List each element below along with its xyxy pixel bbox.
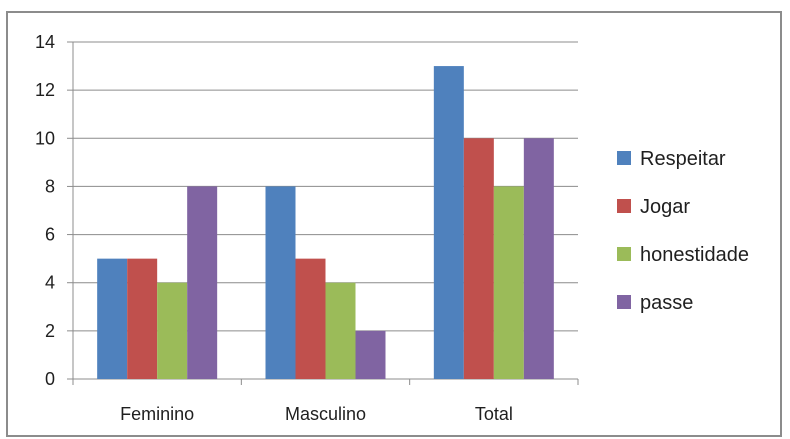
y-tick-label: 8	[45, 176, 55, 196]
legend-swatch-respeitar	[617, 151, 631, 165]
legend-label-jogar: Jogar	[640, 196, 690, 218]
bar-respeitar-total	[433, 66, 464, 380]
y-tick-label: 0	[45, 369, 55, 389]
y-tick-label: 6	[45, 225, 55, 245]
y-tick-label: 14	[35, 32, 55, 52]
bar-respeitar-masculino	[265, 186, 296, 379]
y-tick-label: 10	[35, 128, 55, 148]
bar-jogar-feminino	[127, 258, 158, 379]
y-tick-label: 12	[35, 80, 55, 100]
legend-label-honestidade: honestidade	[640, 244, 749, 266]
y-tick-label: 4	[45, 273, 55, 293]
bar-honestidade-total	[493, 186, 524, 379]
bar-jogar-masculino	[295, 258, 326, 379]
bar-passe-masculino	[355, 330, 386, 379]
legend-label-respeitar: Respeitar	[640, 148, 726, 170]
bar-honestidade-feminino	[157, 282, 188, 379]
bar-honestidade-masculino	[325, 282, 356, 379]
bar-jogar-total	[463, 138, 494, 379]
legend-swatch-honestidade	[617, 247, 631, 261]
bar-respeitar-feminino	[97, 258, 128, 379]
legend-swatch-passe	[617, 295, 631, 309]
legend-swatch-jogar	[617, 199, 631, 213]
x-tick-label: Masculino	[285, 404, 366, 424]
legend-label-passe: passe	[640, 292, 693, 314]
x-tick-label: Feminino	[120, 404, 194, 424]
bar-passe-total	[523, 138, 554, 379]
x-tick-label: Total	[475, 404, 513, 424]
y-tick-label: 2	[45, 321, 55, 341]
bar-passe-feminino	[187, 186, 218, 379]
